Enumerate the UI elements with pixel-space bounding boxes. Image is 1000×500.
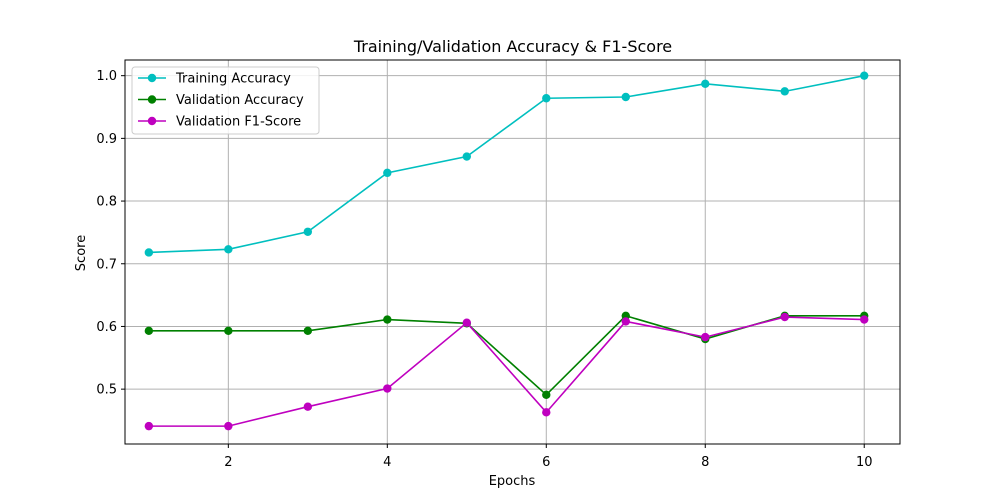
series-training-accuracy [144, 71, 869, 257]
y-axis-label: Score [74, 235, 89, 271]
series-line-training-accuracy [148, 74, 865, 254]
data-point-validation-accuracy [303, 326, 313, 336]
data-point-validation-f1-score [144, 421, 154, 431]
data-point-validation-f1-score [621, 317, 630, 326]
data-point-training-accuracy [303, 227, 313, 236]
data-point-training-accuracy [144, 248, 154, 257]
y-tick-label: 0.8 [96, 195, 117, 210]
data-point-training-accuracy [224, 245, 233, 254]
x-tick-label: 4 [383, 455, 391, 470]
legend-box [131, 66, 320, 135]
data-point-training-accuracy [383, 168, 392, 178]
chart-title: Training/Validation Accuracy & F1-Score [353, 37, 672, 56]
y-tick-label: 0.6 [96, 320, 117, 335]
data-point-validation-accuracy [144, 326, 154, 336]
data-point-validation-accuracy [383, 315, 392, 324]
x-tick-label: 2 [224, 455, 232, 470]
series-layer [144, 71, 869, 431]
y-tick-label: 1.0 [96, 69, 117, 84]
data-point-training-accuracy [621, 92, 630, 102]
x-tick-label: 6 [542, 455, 550, 470]
data-point-training-accuracy [780, 87, 789, 96]
data-point-training-accuracy [542, 94, 551, 103]
y-tick-label: 0.5 [96, 383, 117, 398]
data-point-validation-f1-score [303, 402, 313, 411]
data-point-validation-accuracy [224, 326, 233, 336]
data-point-training-accuracy [701, 79, 710, 89]
legend-label-validation-f1-score: Validation F1-Score [176, 115, 301, 130]
x-tick-label: 10 [856, 455, 873, 470]
y-tick-label: 0.9 [96, 132, 117, 147]
data-point-validation-accuracy [542, 390, 551, 399]
legend-label-validation-accuracy: Validation Accuracy [176, 93, 304, 108]
y-tick-label: 0.7 [96, 257, 117, 272]
data-point-training-accuracy [462, 152, 471, 161]
data-point-validation-f1-score [383, 384, 392, 393]
x-tick-label: 8 [701, 455, 709, 470]
series-validation-f1-score [144, 312, 869, 431]
x-axis-label: Epochs [489, 474, 536, 489]
legend-marker-training-accuracy [147, 73, 157, 83]
series-line-validation-f1-score [148, 316, 865, 427]
data-point-validation-f1-score [780, 312, 789, 322]
data-point-validation-f1-score [224, 421, 233, 431]
data-point-validation-f1-score [701, 332, 710, 342]
legend-label-training-accuracy: Training Accuracy [175, 72, 291, 87]
data-point-validation-f1-score [542, 408, 551, 417]
axis-ticks: 2 4 6 8 10 0.5 0.6 0.7 0.8 0.9 1.0 [96, 69, 872, 470]
legend-marker-validation-f1-score [147, 116, 157, 126]
data-point-validation-f1-score [462, 318, 471, 327]
data-point-validation-f1-score [860, 315, 869, 324]
legend: Training Accuracy Validation Accuracy Vali… [131, 66, 320, 135]
data-point-training-accuracy [860, 71, 869, 80]
grid-lines [125, 60, 900, 444]
plot-frame [124, 59, 901, 445]
legend-marker-validation-accuracy [147, 95, 157, 104]
